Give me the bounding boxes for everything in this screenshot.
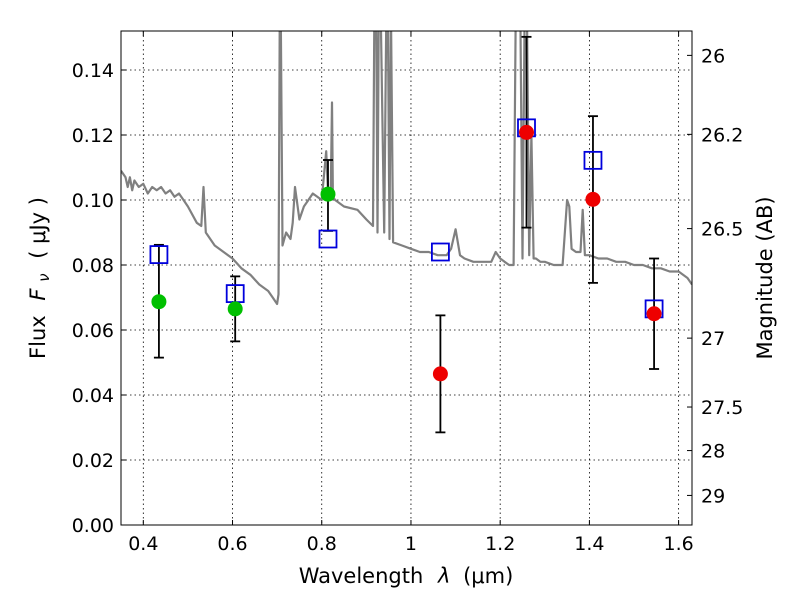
y-axis-label-subscript: ν — [35, 273, 53, 281]
x-axis-label-unit: (μm) — [463, 564, 513, 588]
model-band-square — [318, 229, 338, 249]
x-axis-label: Wavelength λ (μm) — [299, 564, 514, 588]
model-spectrum-line — [121, 31, 692, 306]
y-axis-label: Flux F ν ( μJy ) — [26, 197, 54, 359]
x-tick-label: 1.6 — [664, 533, 694, 555]
optical-data-point — [320, 186, 336, 202]
y-tick-label: 0.08 — [72, 255, 114, 277]
optical-data-point — [151, 294, 167, 310]
x-axis-label-symbol: λ — [437, 564, 450, 588]
y2-tick-label: 27.5 — [701, 397, 743, 419]
infrared-data-point — [518, 124, 534, 140]
y-axis-label-unit: ( μJy ) — [26, 197, 50, 259]
y2-tick-label: 28 — [701, 441, 725, 463]
infrared-data-point — [432, 366, 448, 382]
y-tick-label: 0.10 — [72, 190, 114, 212]
photometry-layer — [151, 124, 662, 382]
y-tick-label: 0.14 — [72, 60, 114, 82]
ticks: 0.4 0.6 0.8 1 1.2 1.4 1.6 0.00 0.02 0.04 0.06 0.08 0… — [72, 31, 743, 555]
model-band-square — [431, 242, 450, 262]
x-tick-label: 0.4 — [128, 533, 158, 555]
y2-tick-label: 26 — [701, 45, 725, 67]
x-tick-label: 1.2 — [485, 533, 515, 555]
model-band-layer — [149, 118, 664, 319]
y-tick-label: 0.00 — [72, 515, 114, 537]
y-axis-label-symbol: F — [26, 288, 50, 301]
y-tick-label: 0.02 — [72, 450, 114, 472]
infrared-data-point — [646, 306, 662, 322]
model-band-square — [149, 245, 169, 265]
x-tick-label: 1.4 — [574, 533, 604, 555]
y2-tick-label: 29 — [701, 485, 725, 507]
x-tick-label: 0.8 — [307, 533, 337, 555]
y-tick-label: 0.06 — [72, 320, 114, 342]
infrared-data-point — [585, 191, 601, 207]
y2-tick-label: 27 — [701, 328, 725, 350]
y2-tick-label: 26.5 — [701, 219, 743, 241]
optical-data-point — [227, 301, 243, 317]
model-spectrum-layer — [121, 31, 692, 306]
plot-frame — [120, 30, 693, 526]
x-tick-label: 0.6 — [217, 533, 247, 555]
grid — [121, 31, 692, 525]
y2-tick-label: 26.2 — [701, 124, 743, 146]
y2-axis-label: Magnitude (AB) — [753, 196, 777, 359]
y-axis-label-text: Flux — [26, 315, 50, 359]
y-tick-label: 0.04 — [72, 385, 114, 407]
x-tick-label: 1 — [405, 533, 417, 555]
x-axis-label-text: Wavelength — [299, 564, 424, 588]
y-tick-label: 0.12 — [72, 125, 114, 147]
model-band-square — [583, 150, 603, 170]
